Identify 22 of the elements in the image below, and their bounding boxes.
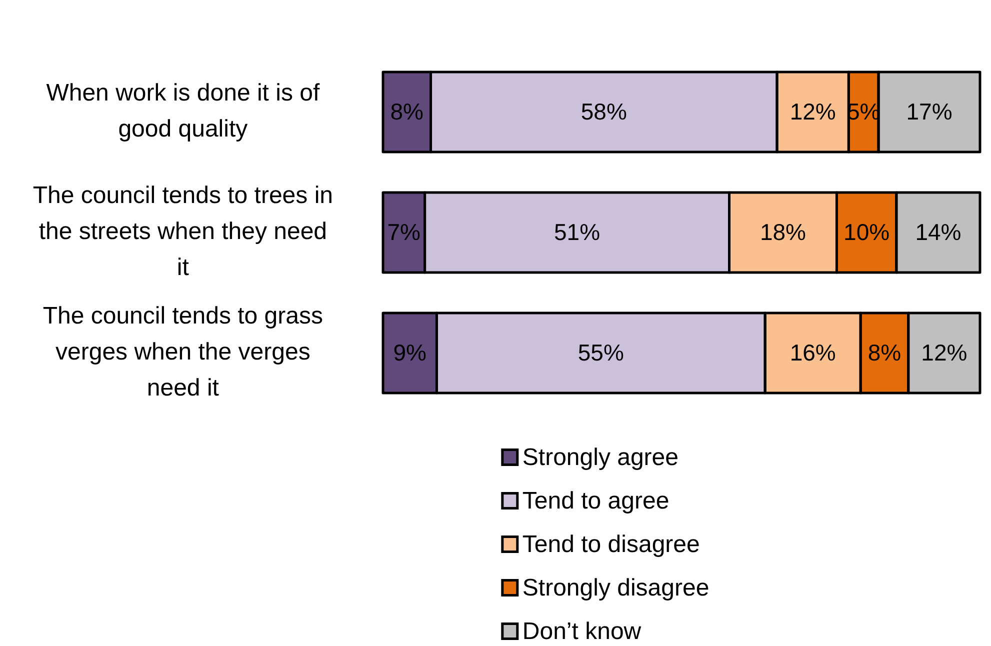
y-tick-label: The council tends to grass verges when the verges need it — [42, 302, 323, 402]
legend-label: Tend to disagree — [522, 530, 700, 558]
data-label: 51% — [554, 218, 600, 245]
data-label: 12% — [790, 98, 836, 124]
data-label: 7% — [387, 218, 421, 245]
legend-label: Don’t know — [522, 618, 642, 645]
data-label: 12% — [921, 339, 968, 366]
data-label: 16% — [790, 339, 836, 366]
data-label: 18% — [760, 218, 806, 245]
legend-label: Strongly agree — [522, 444, 678, 471]
legend-label: Strongly disagree — [522, 574, 710, 602]
data-label: 8% — [390, 98, 424, 124]
data-label: 10% — [844, 218, 890, 245]
data-label: 9% — [393, 339, 426, 366]
legend-label: Tend to agree — [522, 487, 670, 514]
y-tick-label: The council tends to trees in the streets when they need it — [32, 182, 334, 282]
data-label: 55% — [578, 339, 624, 366]
y-tick-label: When work is done it is of good quality — [46, 80, 320, 143]
data-label: 17% — [906, 98, 952, 124]
data-label: 8% — [868, 339, 902, 366]
data-label: 58% — [580, 98, 627, 124]
data-label: 14% — [915, 218, 962, 245]
